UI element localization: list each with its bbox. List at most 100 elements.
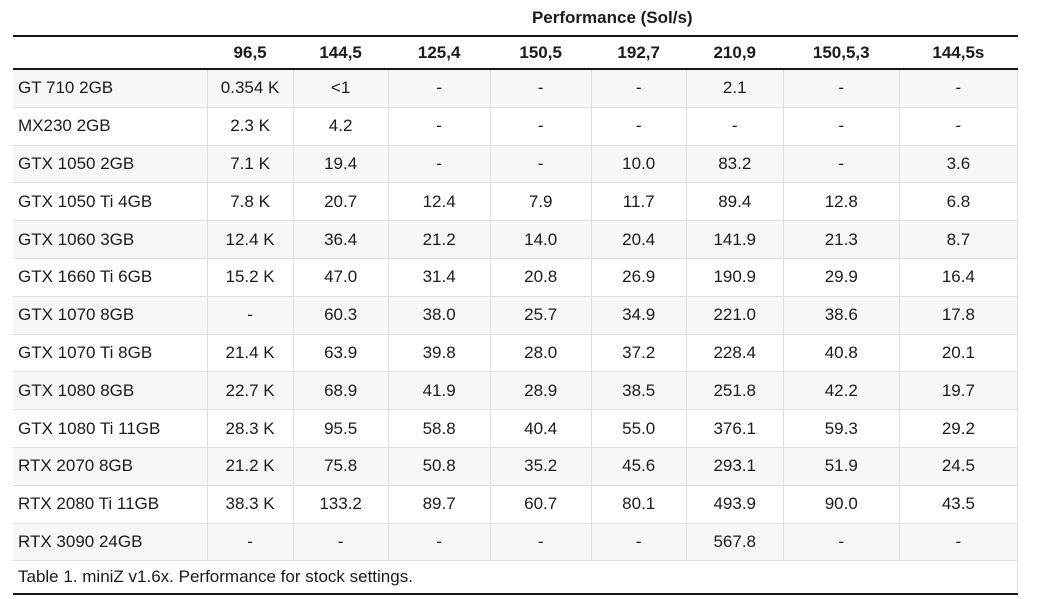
value-cell: 376.1 [686,409,784,448]
value-cell: 31.4 [388,258,491,297]
value-cell: 20.1 [899,334,1019,373]
value-cell: 17.8 [899,296,1019,335]
value-cell: 51.9 [783,447,900,486]
value-cell: 141.9 [686,220,784,259]
column-header: 150,5,3 [783,36,900,70]
value-cell: 293.1 [686,447,784,486]
value-cell: - [783,523,900,562]
value-cell: 24.5 [899,447,1019,486]
value-cell: 7.8 K [207,182,294,222]
value-cell: 29.9 [783,258,900,297]
column-header: 125,4 [388,36,491,70]
value-cell: - [591,107,687,146]
value-cell: 34.9 [591,296,687,335]
value-cell: 38.3 K [207,485,294,524]
column-header: 210,9 [686,36,784,70]
column-header: 192,7 [591,36,687,70]
performance-table: Performance (Sol/s) 96,5 144,5 125,4 150… [13,5,1019,596]
value-cell: - [293,523,389,562]
value-cell: 59.3 [783,409,900,448]
value-cell: 12.4 [388,182,491,222]
value-cell: 3.6 [899,145,1019,184]
value-cell: 90.0 [783,485,900,524]
table-row: GTX 1060 3GB 12.4 K 36.4 21.2 14.0 20.4 141.9 2… [13,220,1019,259]
table-row: GTX 1070 8GB -60.3 38.0 25.7 34.9 221.0 38.6 17… [13,296,1019,335]
value-cell: 493.9 [686,485,784,524]
table-row: RTX 2080 Ti 11GB 38.3 K 133.2 89.7 60.7 80.1 4… [13,485,1019,524]
value-cell: 20.4 [591,220,687,259]
table-row: GTX 1050 2GB 7.1 K 19.4- -10.0 83.2-3.6 [13,145,1019,184]
value-cell: 35.2 [490,447,592,486]
value-cell: 21.2 [388,220,491,259]
value-cell: 47.0 [293,258,389,297]
value-cell: 15.2 K [207,258,294,297]
value-cell: 6.8 [899,182,1019,222]
value-cell: 190.9 [686,258,784,297]
value-cell: 36.4 [293,220,389,259]
value-cell: 21.2 K [207,447,294,486]
performance-table-container: Performance (Sol/s) 96,5 144,5 125,4 150… [13,5,1063,596]
value-cell: - [783,145,900,184]
value-cell: 89.4 [686,182,784,222]
table-header-row: 96,5 144,5 125,4 150,5 192,7 210,9 150,5… [13,36,1018,70]
value-cell: 58.8 [388,409,491,448]
value-cell: 11.7 [591,182,687,222]
value-cell: 8.7 [899,220,1019,259]
table-row: MX230 2GB 2.3 K 4.2- - - - - - [13,107,1019,146]
value-cell: 28.9 [490,371,592,411]
value-cell: 41.9 [388,371,491,411]
value-cell: - [388,107,491,146]
value-cell: 39.8 [388,334,491,373]
value-cell: 40.4 [490,409,592,448]
column-header: 96,5 [207,36,294,70]
value-cell: - [783,107,900,146]
value-cell: 16.4 [899,258,1019,297]
value-cell: 12.8 [783,182,900,222]
value-cell: 221.0 [686,296,784,335]
value-cell: 14.0 [490,220,592,259]
value-cell: 38.6 [783,296,900,335]
gpu-name-cell: RTX 2080 Ti 11GB [13,485,208,524]
value-cell: 83.2 [686,145,784,184]
value-cell: 50.8 [388,447,491,486]
value-cell: 95.5 [293,409,389,448]
value-cell: 89.7 [388,485,491,524]
table-caption: Table 1. miniZ v1.6x. Performance for st… [13,560,1018,596]
value-cell: 55.0 [591,409,687,448]
table-row: GTX 1080 8GB 22.7 K 68.9 41.9 28.9 38.5 251.8 4… [13,371,1019,411]
value-cell: 20.8 [490,258,592,297]
value-cell: 21.3 [783,220,900,259]
value-cell: 63.9 [293,334,389,373]
table-row: GT 710 2GB 0.354 K <1- - -2.1- - [13,69,1019,108]
value-cell: 7.9 [490,182,592,222]
gpu-name-cell: GT 710 2GB [13,69,208,108]
table-row: GTX 1080 Ti 11GB 28.3 K 95.5 58.8 40.4 55.0 37… [13,409,1019,448]
value-cell: - [591,69,687,108]
gpu-name-cell: GTX 1060 3GB [13,220,208,259]
value-cell: 80.1 [591,485,687,524]
table-title-row: Performance (Sol/s) [13,5,1018,37]
value-cell: 19.4 [293,145,389,184]
gpu-name-cell: GTX 1070 8GB [13,296,208,335]
value-cell: 60.3 [293,296,389,335]
column-header: 150,5 [490,36,592,70]
value-cell: - [783,69,900,108]
gpu-name-cell: GTX 1080 8GB [13,371,208,411]
table-row: RTX 2070 8GB 21.2 K 75.8 50.8 35.2 45.6 293.1 5… [13,447,1019,486]
value-cell: 75.8 [293,447,389,486]
value-cell: 21.4 K [207,334,294,373]
title-corner-spacer [13,5,208,37]
column-header: 144,5 [293,36,389,70]
table-row: GTX 1050 Ti 4GB 7.8 K 20.7 12.4 7.9 11.7 89.4 1… [13,182,1019,222]
value-cell: - [490,107,592,146]
table-title: Performance (Sol/s) [207,5,1018,37]
table-caption-row: Table 1. miniZ v1.6x. Performance for st… [13,560,1018,596]
value-cell: - [388,523,491,562]
column-header-gpu-empty [13,36,208,70]
value-cell: 133.2 [293,485,389,524]
value-cell: 29.2 [899,409,1019,448]
gpu-name-cell: GTX 1050 2GB [13,145,208,184]
value-cell: 12.4 K [207,220,294,259]
value-cell: - [686,107,784,146]
value-cell: <1 [293,69,389,108]
